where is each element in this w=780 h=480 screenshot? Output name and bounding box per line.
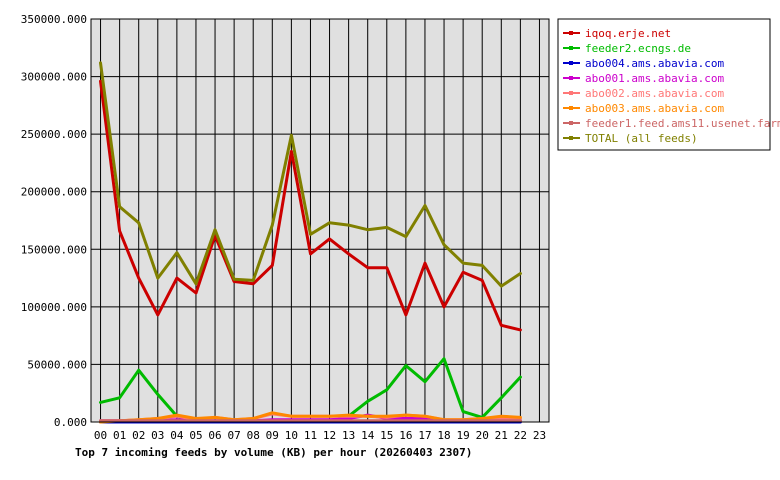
legend-label: feeder1.feed.ams11.usenet.farm <box>585 117 780 130</box>
plot-border <box>90 18 550 423</box>
legend-label: abo003.ams.abavia.com <box>585 102 724 115</box>
legend-label: abo001.ams.abavia.com <box>585 72 724 85</box>
plot-background <box>91 19 549 422</box>
x-tick-label: 22 <box>514 429 527 442</box>
legend-swatch-marker <box>569 31 573 35</box>
x-tick-label: 00 <box>94 429 107 442</box>
x-tick-label: 02 <box>132 429 145 442</box>
legend-swatch-marker <box>569 76 573 80</box>
y-tick-label: 350000.000 <box>21 13 87 26</box>
x-tick-label: 03 <box>151 429 164 442</box>
legend-label: TOTAL (all feeds) <box>585 132 698 145</box>
x-tick-label: 09 <box>266 429 279 442</box>
x-tick-label: 05 <box>189 429 202 442</box>
legend: iqoq.erje.net feeder2.ecngs.de abo004.ams.… <box>557 18 780 151</box>
legend-label: abo002.ams.abavia.com <box>585 87 724 100</box>
x-tick-label: 21 <box>495 429 508 442</box>
legend-box <box>557 18 771 151</box>
legend-swatch-marker <box>569 46 573 50</box>
x-tick-label: 14 <box>361 429 375 442</box>
legend-swatch-marker <box>569 121 573 125</box>
legend-swatch-marker <box>569 136 573 140</box>
x-tick-label: 13 <box>342 429 355 442</box>
x-tick-label: 08 <box>247 429 260 442</box>
x-tick-label: 07 <box>228 429 241 442</box>
x-tick-label: 04 <box>170 429 184 442</box>
x-tick-label: 16 <box>399 429 412 442</box>
chart-title: Top 7 incoming feeds by volume (KB) per … <box>75 446 472 459</box>
x-tick-label: 11 <box>304 429 317 442</box>
legend-label: feeder2.ecngs.de <box>585 42 691 55</box>
legend-swatch-marker <box>569 106 573 110</box>
series-line-total-all-feeds <box>99 61 522 288</box>
y-tick-label: 300000.000 <box>21 71 87 84</box>
y-tick-label: 250000.000 <box>21 128 87 141</box>
y-tick-label: 200000.000 <box>21 186 87 199</box>
x-tick-label: 10 <box>285 429 298 442</box>
legend-swatch-marker <box>569 91 573 95</box>
y-tick-label: 0.000 <box>54 416 87 429</box>
y-tick-label: 50000.000 <box>27 358 87 371</box>
x-axis-ticks: 00 01 02 03 04 05 06 07 08 09 10 11 12 13 14 15 16 17 18 19… <box>94 429 546 442</box>
legend-swatch-marker <box>569 61 573 65</box>
x-tick-label: 17 <box>418 429 431 442</box>
x-tick-label: 18 <box>437 429 450 442</box>
x-tick-label: 12 <box>323 429 336 442</box>
x-tick-label: 15 <box>380 429 393 442</box>
x-tick-label: 20 <box>476 429 489 442</box>
y-tick-label: 150000.000 <box>21 243 87 256</box>
y-tick-label: 100000.000 <box>21 301 87 314</box>
x-tick-label: 23 <box>533 429 546 442</box>
x-tick-label: 19 <box>457 429 470 442</box>
x-tick-label: 01 <box>113 429 126 442</box>
y-axis-ticks: 0.000 50000.000 100000.000 150000.000 200000… <box>21 13 87 429</box>
x-tick-label: 06 <box>208 429 221 442</box>
legend-label: iqoq.erje.net <box>585 27 671 40</box>
legend-label: abo004.ams.abavia.com <box>585 57 724 70</box>
series-line-iqoq-erje-net <box>99 79 522 332</box>
